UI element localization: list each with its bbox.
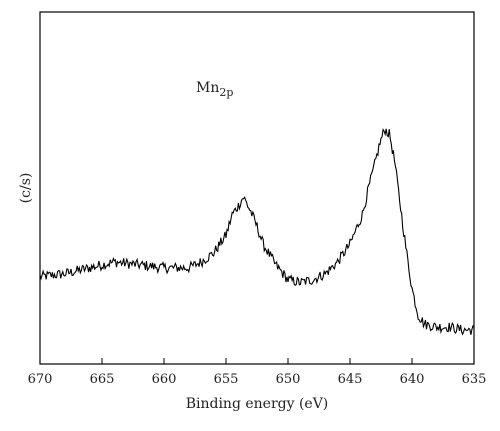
spectrum-line bbox=[39, 128, 475, 336]
x-axis-tick-labels: 670 665 660 655 650 645 640 635 bbox=[28, 372, 487, 387]
x-tick-label-660: 660 bbox=[152, 372, 177, 387]
mn2p-annotation: Mn2p bbox=[196, 80, 233, 99]
x-axis-label: Binding energy (eV) bbox=[186, 396, 329, 412]
x-tick-label-640: 640 bbox=[400, 372, 425, 387]
annotation-subscript: 2p bbox=[219, 86, 233, 99]
plot-frame bbox=[39, 11, 475, 365]
x-tick-label-635: 635 bbox=[462, 372, 487, 387]
x-tick-label-670: 670 bbox=[28, 372, 53, 387]
x-tick-label-665: 665 bbox=[90, 372, 115, 387]
x-tick-label-645: 645 bbox=[338, 372, 363, 387]
x-axis-ticks bbox=[39, 358, 475, 364]
annotation-base: Mn bbox=[196, 80, 219, 96]
x-tick-label-650: 650 bbox=[276, 372, 301, 387]
x-tick-label-655: 655 bbox=[214, 372, 239, 387]
y-axis-label: (c/s) bbox=[18, 173, 34, 204]
